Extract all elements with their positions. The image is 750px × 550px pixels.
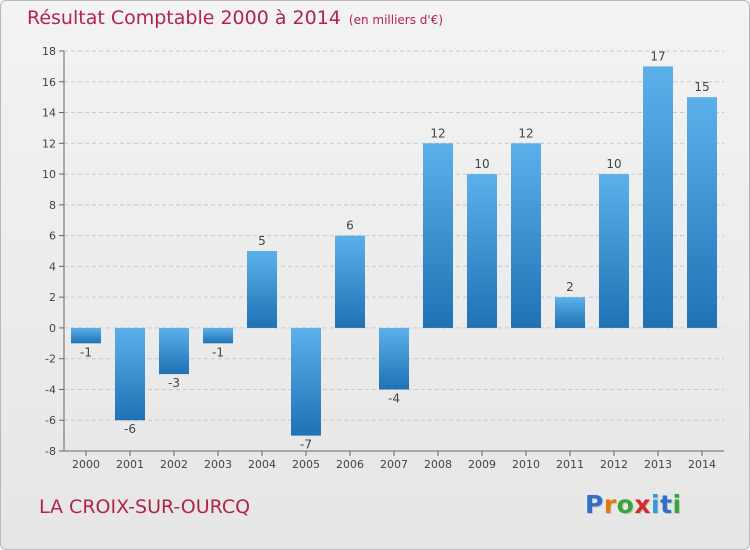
y-tick-label: 18 <box>42 45 56 58</box>
x-tick-label: 2005 <box>292 458 320 471</box>
x-tick-label: 2007 <box>380 458 408 471</box>
y-tick-label: -6 <box>45 414 56 427</box>
bar <box>687 97 717 328</box>
y-tick-label: 2 <box>49 291 56 304</box>
x-tick-label: 2000 <box>72 458 100 471</box>
logo-letter: P <box>585 490 604 519</box>
x-tick-label: 2013 <box>644 458 672 471</box>
logo-letter: i <box>672 490 682 519</box>
data-label: -7 <box>300 438 312 452</box>
data-label: -4 <box>388 391 400 405</box>
bar <box>467 174 497 328</box>
chart-title: Résultat Comptable 2000 à 2014 (en millie… <box>27 7 443 29</box>
bar <box>379 327 409 390</box>
x-tick-label: 2006 <box>336 458 364 471</box>
bar <box>643 66 673 328</box>
data-label: 10 <box>606 157 621 171</box>
x-tick-label: 2010 <box>512 458 540 471</box>
data-label: 10 <box>474 157 489 171</box>
bar <box>599 174 629 328</box>
logo-letter: i <box>651 490 661 519</box>
bar <box>291 327 321 436</box>
logo-letter: r <box>603 490 617 519</box>
x-tick-label: 2012 <box>600 458 628 471</box>
data-label: 12 <box>430 126 445 140</box>
bar <box>159 327 189 375</box>
logo-letter: o <box>616 490 635 519</box>
x-tick-label: 2003 <box>204 458 232 471</box>
y-tick-label: 8 <box>49 199 56 212</box>
bar <box>115 327 145 421</box>
logo-letter: t <box>660 490 673 519</box>
y-tick-label: -2 <box>45 353 56 366</box>
y-tick-label: 14 <box>42 107 56 120</box>
y-tick-label: 12 <box>42 137 56 150</box>
x-tick-label: 2011 <box>556 458 584 471</box>
data-label: -3 <box>168 376 180 390</box>
x-tick-label: 2008 <box>424 458 452 471</box>
data-label: -1 <box>212 345 224 359</box>
data-label: 5 <box>258 234 266 248</box>
bar <box>203 327 233 344</box>
data-label: 15 <box>694 80 709 94</box>
x-tick-label: 2004 <box>248 458 276 471</box>
data-label: 12 <box>518 126 533 140</box>
data-label: -1 <box>80 345 92 359</box>
data-label: 2 <box>566 280 574 294</box>
y-tick-label: 0 <box>49 322 56 335</box>
y-tick-label: 16 <box>42 76 56 89</box>
chart-title-text: Résultat Comptable 2000 à 2014 <box>27 7 341 29</box>
y-tick-label: 10 <box>42 168 56 181</box>
bar <box>423 143 453 328</box>
x-tick-label: 2001 <box>116 458 144 471</box>
bar <box>335 235 365 328</box>
x-tick-label: 2002 <box>160 458 188 471</box>
data-label: -6 <box>124 422 136 436</box>
bar <box>555 297 585 328</box>
x-tick-label: 2014 <box>688 458 716 471</box>
x-tick-label: 2009 <box>468 458 496 471</box>
y-tick-label: -8 <box>45 445 56 458</box>
y-tick-label: 6 <box>49 230 56 243</box>
chart-subtitle: (en milliers d'€) <box>348 13 444 27</box>
data-label: 6 <box>346 219 354 233</box>
place-name: LA CROIX-SUR-OURCQ <box>39 496 251 518</box>
bar <box>247 251 277 328</box>
proxiti-logo: Proxiti <box>585 490 682 519</box>
bar <box>71 327 101 344</box>
y-tick-label: 4 <box>49 260 56 273</box>
logo-letter: x <box>634 490 651 519</box>
y-tick-label: -4 <box>45 383 56 396</box>
bar <box>511 143 541 328</box>
data-label: 17 <box>650 49 665 63</box>
